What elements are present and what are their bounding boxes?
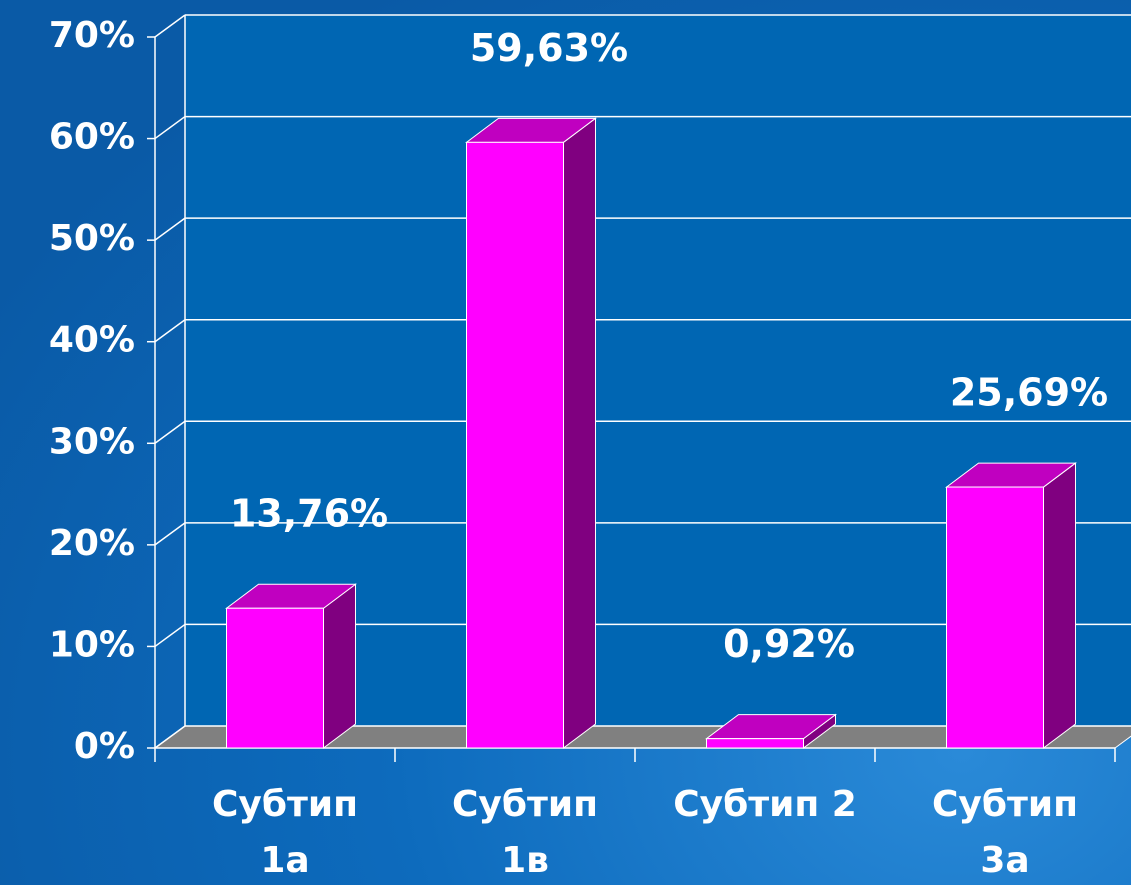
grid-line-side bbox=[154, 623, 186, 648]
bar bbox=[946, 486, 1044, 749]
x-tick-label: Субтип 2 bbox=[673, 784, 857, 825]
y-tick-label: 30% bbox=[49, 421, 135, 462]
x-tick-label: Субтип bbox=[932, 784, 1078, 825]
grid-line-side bbox=[154, 319, 186, 343]
y-tick-label: 40% bbox=[49, 320, 135, 361]
data-label: 13,76% bbox=[230, 492, 388, 536]
y-tick-label: 50% bbox=[49, 218, 135, 259]
x-tick-label: Субтип bbox=[452, 784, 598, 825]
data-label: 59,63% bbox=[470, 26, 628, 70]
y-tick-label: 70% bbox=[49, 15, 135, 56]
data-label: 25,69% bbox=[950, 371, 1108, 415]
x-tick-label: 1в bbox=[501, 840, 549, 881]
x-tick-label: 3а bbox=[980, 840, 1029, 881]
bar bbox=[466, 141, 564, 749]
grid-line-side bbox=[154, 522, 186, 546]
bar-side bbox=[563, 117, 596, 749]
grid-line-side bbox=[154, 217, 186, 241]
grid-line-side bbox=[154, 14, 186, 38]
y-tick-label: 10% bbox=[49, 624, 135, 665]
bar-side bbox=[323, 583, 356, 749]
data-label: 0,92% bbox=[723, 622, 855, 666]
y-tick-label: 0% bbox=[74, 726, 135, 767]
bar bbox=[706, 738, 804, 749]
grid-line-side bbox=[154, 420, 186, 444]
x-tick-label: 1а bbox=[260, 840, 309, 881]
bar bbox=[226, 607, 324, 749]
x-tick-label: Субтип bbox=[212, 784, 358, 825]
grid-line-side bbox=[154, 115, 186, 140]
grid-line-side bbox=[154, 725, 186, 749]
back-wall bbox=[185, 15, 1131, 726]
y-tick-label: 20% bbox=[49, 523, 135, 564]
y-tick-label: 60% bbox=[49, 117, 135, 158]
bar-side bbox=[1043, 462, 1076, 749]
